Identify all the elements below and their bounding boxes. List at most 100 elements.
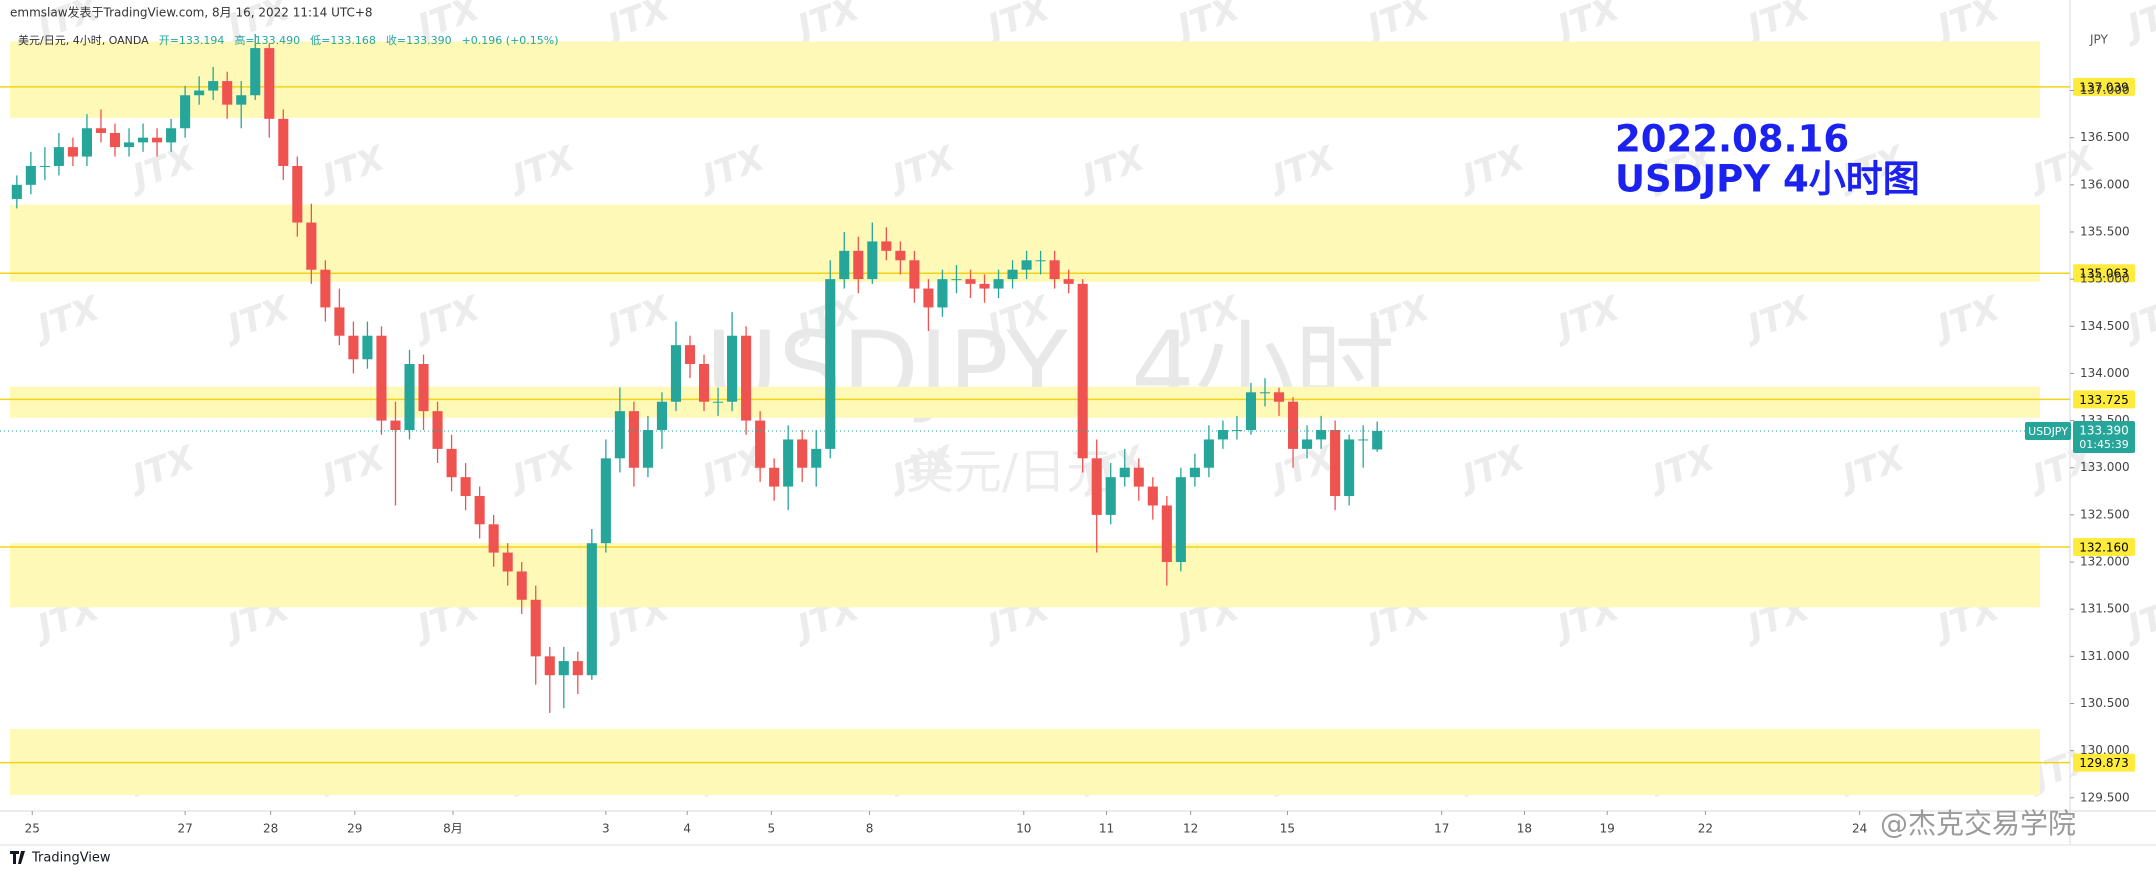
candle-body bbox=[965, 279, 976, 284]
candle-body bbox=[236, 95, 247, 105]
level-label: 137.039 bbox=[2079, 80, 2129, 94]
x-tick-label: 18 bbox=[1517, 822, 1532, 836]
candle-body bbox=[1358, 439, 1369, 441]
candle-body bbox=[502, 552, 513, 572]
x-tick-label: 12 bbox=[1183, 822, 1198, 836]
plot-area bbox=[0, 33, 2070, 795]
candle-body bbox=[404, 364, 415, 431]
legend-item: 高=133.490 bbox=[234, 33, 300, 47]
candle-body bbox=[348, 335, 359, 360]
header: emmslaw发表于TradingView.com, 8月 16, 2022 1… bbox=[10, 5, 373, 20]
y-tick-label: 132.000 bbox=[2080, 555, 2130, 569]
candle-body bbox=[390, 420, 401, 431]
candle-body bbox=[600, 458, 611, 544]
annotation-date: 2022.08.16 bbox=[1615, 118, 1849, 161]
tv-logo bbox=[10, 851, 25, 864]
candle-body bbox=[1007, 269, 1018, 280]
candle-body bbox=[166, 128, 177, 143]
x-tick-label: 19 bbox=[1600, 822, 1615, 836]
legend-item: 收=133.390 bbox=[386, 33, 452, 47]
candle-body bbox=[1133, 467, 1144, 487]
candle-body bbox=[684, 345, 696, 365]
candle-body bbox=[895, 250, 906, 261]
candle-body bbox=[11, 184, 22, 199]
candle-body bbox=[292, 165, 303, 223]
candle-body bbox=[278, 118, 289, 166]
level-label: 129.873 bbox=[2079, 756, 2129, 770]
candle-body bbox=[446, 448, 457, 478]
candle-body bbox=[1049, 260, 1060, 280]
legend-item: 开=133.194 bbox=[159, 34, 225, 47]
candle-body bbox=[1161, 505, 1172, 563]
level-label: 133.725 bbox=[2079, 393, 2129, 407]
legend: 美元/日元, 4小时, OANDA 开=133.194 高=133.490 低=133… bbox=[18, 33, 559, 47]
level-label-box bbox=[2073, 264, 2135, 283]
y-tick-label: 132.500 bbox=[2080, 507, 2130, 521]
x-tick-label: 8 bbox=[866, 822, 874, 836]
candle-body bbox=[909, 260, 920, 289]
candle-body bbox=[1344, 439, 1355, 497]
candle-body bbox=[1259, 392, 1271, 394]
candle-body bbox=[516, 571, 527, 600]
candle-body bbox=[530, 599, 541, 657]
x-tick-label: 29 bbox=[347, 822, 362, 836]
candle-body bbox=[1035, 260, 1046, 262]
y-tick-label: 134.000 bbox=[2080, 366, 2130, 380]
level-label: 135.063 bbox=[2079, 267, 2129, 281]
zone bbox=[10, 41, 2040, 118]
candle-body bbox=[306, 222, 317, 270]
y-tick-label: 136.500 bbox=[2080, 130, 2130, 144]
y-tick-label: 131.000 bbox=[2080, 649, 2130, 663]
y-tick-label: 130.500 bbox=[2080, 696, 2130, 710]
candle-body bbox=[586, 543, 597, 676]
candle-body bbox=[1217, 430, 1228, 440]
y-tick-label: 131.500 bbox=[2080, 602, 2130, 616]
x-tick-label: 11 bbox=[1099, 822, 1114, 836]
y-unit: JPY bbox=[2089, 33, 2109, 47]
y-tick-label: 135.000 bbox=[2080, 272, 2130, 286]
candle-body bbox=[67, 147, 78, 157]
candle-body bbox=[1273, 392, 1285, 402]
candle-body bbox=[1175, 477, 1186, 563]
candle-body bbox=[1245, 392, 1257, 431]
candle-body bbox=[853, 250, 864, 280]
symbol-tag: USDJPY bbox=[2028, 425, 2068, 438]
candle-body bbox=[25, 165, 36, 185]
candle-body bbox=[81, 128, 92, 157]
candle-body bbox=[642, 430, 653, 468]
x-tick-label: 3 bbox=[602, 822, 610, 836]
candle-body bbox=[1316, 430, 1327, 440]
candle-body bbox=[250, 48, 261, 96]
candle-body bbox=[53, 147, 64, 166]
axes: 137.039 135.063 133.725 132.160 129.873 129.5… bbox=[25, 77, 2135, 836]
candle-body bbox=[376, 335, 387, 421]
candle-body bbox=[1147, 486, 1158, 506]
candle-body bbox=[993, 279, 1004, 289]
y-tick-label: 135.500 bbox=[2080, 224, 2130, 238]
candle-body bbox=[208, 81, 219, 91]
y-tick-label: 130.000 bbox=[2080, 743, 2130, 757]
candle-body bbox=[1189, 467, 1200, 478]
candle-body bbox=[1119, 467, 1130, 478]
legend-item: 美元/日元, 4小时, OANDA bbox=[18, 34, 149, 47]
level-label: 132.160 bbox=[2079, 540, 2129, 554]
y-tick-label: 134.500 bbox=[2080, 319, 2130, 333]
y-tick-label: 129.500 bbox=[2080, 790, 2130, 804]
candle-body bbox=[362, 335, 373, 360]
level-label-box bbox=[2073, 537, 2135, 556]
candle-body bbox=[95, 128, 107, 133]
candle-body bbox=[867, 241, 878, 280]
candle-body bbox=[937, 279, 948, 308]
candle-body bbox=[544, 656, 555, 676]
x-tick-label: 25 bbox=[25, 822, 40, 836]
candle-body bbox=[572, 661, 583, 676]
x-tick-label: 10 bbox=[1016, 822, 1031, 836]
candle-body bbox=[923, 288, 934, 308]
candle-body bbox=[881, 241, 892, 251]
candle-body bbox=[194, 90, 205, 96]
last-price-box bbox=[2073, 420, 2135, 453]
candle-body bbox=[264, 48, 275, 119]
candle-body bbox=[334, 307, 345, 336]
candle-body bbox=[769, 467, 780, 487]
